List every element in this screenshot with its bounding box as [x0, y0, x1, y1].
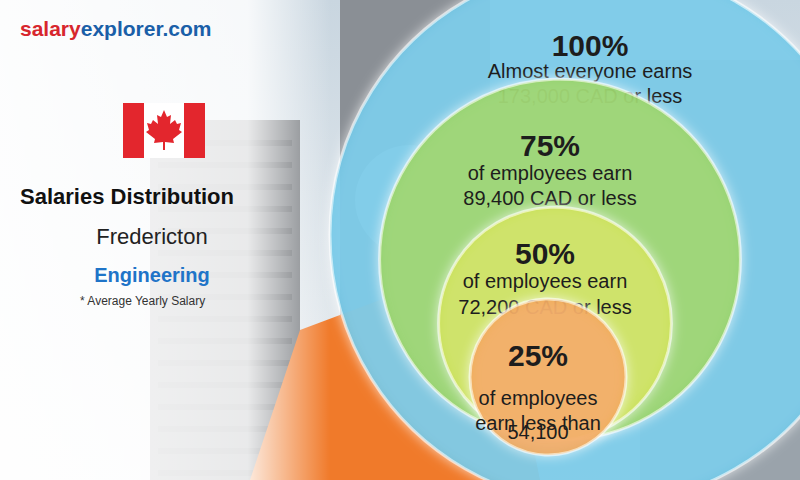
svg-text:54,100: 54,100: [507, 421, 568, 443]
svg-text:salary: salary: [20, 17, 81, 40]
svg-text:of employees earn: of employees earn: [468, 162, 633, 184]
svg-text:explorer.com: explorer.com: [81, 17, 212, 40]
svg-text:50%: 50%: [515, 237, 575, 270]
svg-text:89,400 CAD or less: 89,400 CAD or less: [463, 187, 636, 209]
svg-text:Almost everyone earns: Almost everyone earns: [488, 60, 693, 82]
svg-text:* Average Yearly Salary: * Average Yearly Salary: [80, 294, 205, 308]
svg-text:Engineering: Engineering: [94, 264, 210, 286]
svg-text:25%: 25%: [508, 339, 568, 372]
svg-text:Fredericton: Fredericton: [96, 224, 207, 249]
svg-text:of employees: of employees: [479, 387, 598, 409]
svg-text:72,200 CAD or less: 72,200 CAD or less: [458, 296, 632, 318]
svg-text:earn less than: earn less than: [475, 411, 601, 434]
svg-text:75%: 75%: [520, 129, 580, 162]
svg-text:Salaries Distribution: Salaries Distribution: [20, 184, 234, 209]
svg-text:of employees earn: of employees earn: [463, 270, 628, 292]
svg-text:100%: 100%: [552, 29, 629, 62]
